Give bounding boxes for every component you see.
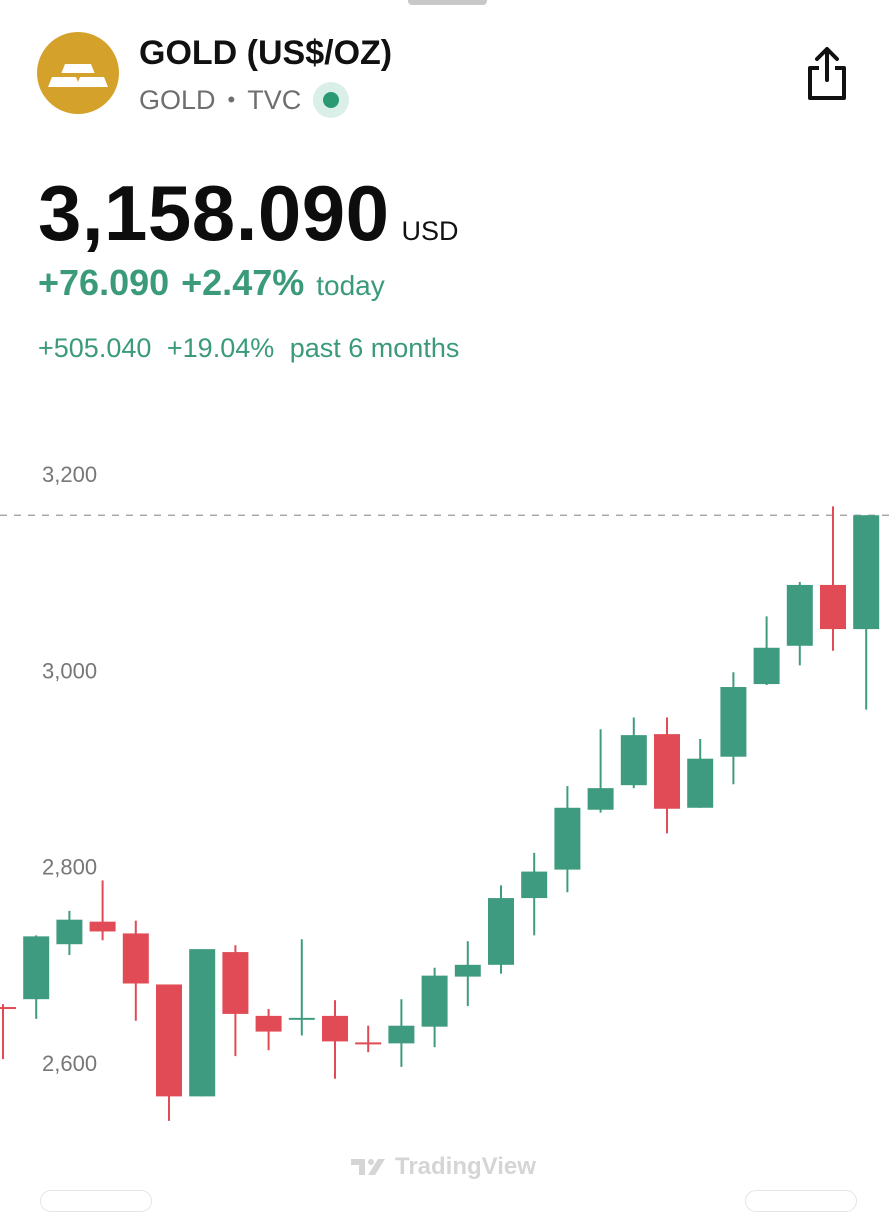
instrument-subtitle: GOLD • TVC: [139, 82, 350, 118]
y-tick-label: 3,000: [42, 658, 97, 683]
candle-body-up: [288, 1017, 315, 1020]
price-row: 3,158.090 USD: [38, 168, 459, 259]
candle-body-down: [255, 1015, 282, 1032]
market-live-indicator-icon: [313, 82, 350, 118]
candle-body-down: [0, 1007, 16, 1010]
candle-body-down: [222, 952, 249, 1014]
today-label: today: [316, 270, 385, 301]
change-6m-percent: +19.04%: [166, 333, 275, 363]
current-price: 3,158.090: [38, 169, 390, 257]
change-today-value: +76.090: [38, 262, 170, 303]
candle-body-up: [687, 758, 714, 808]
sheet-grabber[interactable]: [408, 0, 487, 5]
gold-bars-logo-icon: [37, 32, 119, 114]
y-tick-label: 2,600: [42, 1051, 97, 1076]
candle-body-up: [189, 949, 216, 1097]
bottom-right-pill[interactable]: [745, 1190, 857, 1212]
y-tick-label: 2,800: [42, 855, 97, 880]
candle-body-up: [421, 975, 448, 1027]
candle-body-down: [156, 984, 182, 1097]
candle-body-down: [654, 734, 680, 809]
candle-body-up: [587, 788, 614, 810]
candle-body-up: [521, 871, 548, 899]
currency-label: USD: [401, 216, 459, 246]
candle-body-up: [853, 515, 880, 630]
candle-body-down: [820, 584, 846, 630]
change-today-percent: +2.47%: [181, 262, 305, 303]
tradingview-logo-icon: [351, 1159, 385, 1175]
candle-body-up: [620, 735, 647, 786]
candle-body-up: [488, 898, 514, 965]
change-today: +76.090 +2.47% today: [38, 262, 385, 304]
y-tick-label: 3,200: [42, 462, 97, 487]
change-6m-value: +505.040: [38, 333, 152, 363]
candle-body-down: [355, 1042, 382, 1045]
candlestick-chart[interactable]: 3,200 3,000 2,800 2,600: [0, 440, 895, 1140]
separator-dot: •: [227, 87, 236, 112]
period-label: past 6 months: [289, 333, 460, 363]
change-six-months: +505.040 +19.04% past 6 months: [38, 333, 459, 364]
exchange-label: TVC: [247, 84, 302, 115]
bottom-left-pill[interactable]: [40, 1190, 152, 1212]
candle-body-up: [23, 936, 50, 1000]
candle-body-up: [56, 919, 83, 945]
instrument-title: GOLD (US$/OZ): [139, 34, 393, 72]
candle-body-up: [454, 964, 481, 977]
candle-body-down: [322, 1015, 348, 1042]
candle-body-up: [388, 1025, 415, 1044]
candle-body-down: [122, 933, 149, 984]
candle-body-up: [554, 807, 581, 870]
watermark-text: TradingView: [395, 1153, 536, 1180]
tradingview-watermark: TradingView: [351, 1153, 536, 1181]
candle-body-up: [720, 687, 747, 757]
symbol-label: GOLD: [139, 84, 216, 115]
candle-body-up: [753, 647, 780, 685]
candle-body-up: [786, 584, 813, 646]
share-button[interactable]: [804, 46, 850, 102]
candle-body-down: [89, 921, 116, 932]
share-icon: [808, 47, 846, 100]
